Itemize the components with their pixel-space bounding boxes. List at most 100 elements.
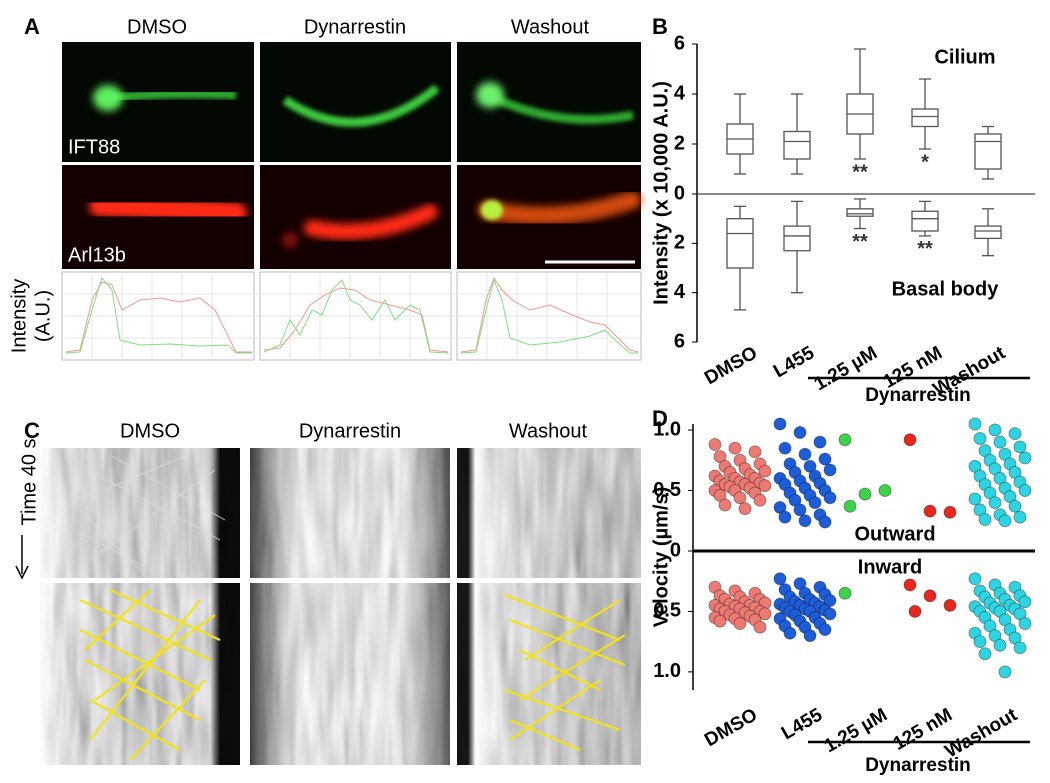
panel-c: C DMSO Dynarrestin Washout Time 40 s	[15, 418, 641, 765]
column-title: Dynarrestin	[304, 16, 406, 38]
panel-name: Outward	[854, 523, 935, 545]
data-point	[1013, 510, 1027, 524]
panel-label: D	[652, 406, 668, 431]
data-point	[733, 617, 747, 631]
box	[974, 133, 1002, 170]
data-point	[903, 578, 917, 592]
data-point	[793, 425, 807, 439]
panel-name: Basal body	[892, 278, 1000, 300]
data-point	[838, 433, 852, 447]
y-tick-label: 2	[674, 132, 685, 154]
data-point	[998, 613, 1012, 627]
data-point	[708, 438, 722, 452]
box	[911, 108, 939, 128]
box	[974, 225, 1002, 240]
data-point	[993, 638, 1007, 652]
data-point	[1013, 641, 1027, 655]
data-point	[1008, 465, 1022, 479]
data-point	[1018, 484, 1032, 498]
data-point	[858, 487, 872, 501]
data-point	[923, 504, 937, 518]
data-point	[968, 572, 982, 586]
data-point	[838, 586, 852, 600]
panel-name: Inward	[858, 556, 922, 578]
significance: **	[852, 161, 868, 183]
data-point	[923, 589, 937, 603]
data-point	[968, 492, 982, 506]
data-point	[998, 447, 1012, 461]
y-tick-label: 0	[674, 182, 685, 204]
data-point	[718, 498, 732, 512]
data-point	[783, 626, 797, 640]
data-point	[773, 500, 787, 514]
data-point	[748, 445, 762, 459]
data-point	[968, 459, 982, 473]
y-tick-label: 0	[670, 539, 681, 561]
data-point	[973, 432, 987, 446]
y-tick-label: 6	[674, 330, 685, 352]
data-point	[823, 594, 837, 608]
data-point	[988, 462, 1002, 476]
data-point	[903, 433, 917, 447]
row-label: Arl13b	[68, 244, 126, 266]
data-point	[798, 514, 812, 528]
data-point	[983, 619, 997, 633]
data-point	[813, 435, 827, 449]
y-tick-label: 2	[674, 232, 685, 254]
significance: *	[921, 151, 929, 173]
group-label: Dynarrestin	[865, 755, 971, 776]
data-point	[773, 417, 787, 431]
micrographs	[62, 42, 641, 269]
data-point	[1013, 440, 1027, 454]
significance: **	[917, 238, 933, 260]
box	[726, 218, 754, 269]
data-point	[758, 464, 772, 478]
box	[911, 210, 939, 232]
data-point	[753, 493, 767, 507]
data-point	[1008, 499, 1022, 513]
data-point	[818, 515, 832, 529]
y-tick-label: 1.0	[653, 660, 681, 682]
data-point	[803, 459, 817, 473]
data-point	[713, 488, 727, 502]
panel-label: A	[24, 14, 40, 39]
data-point	[843, 499, 857, 513]
data-point	[1008, 631, 1022, 645]
x-tick-label: Washout	[942, 704, 1022, 762]
data-point	[733, 491, 747, 505]
row-label: IFT88	[68, 136, 120, 158]
data-point	[983, 486, 997, 500]
y-tick-label: 4	[674, 82, 686, 104]
data-point	[713, 614, 727, 628]
data-point	[988, 496, 1002, 510]
x-tick-label: 1.25 µM	[821, 704, 891, 757]
y-tick-label: 0.5	[653, 479, 681, 501]
data-point	[758, 607, 772, 621]
data-point	[778, 510, 792, 524]
data-point	[1018, 617, 1032, 631]
axis-label: Intensity	[8, 279, 30, 353]
column-title: DMSO	[120, 420, 180, 442]
data-point	[823, 607, 837, 621]
data-point	[978, 513, 992, 527]
data-point	[1018, 451, 1032, 465]
data-point	[908, 604, 922, 618]
box	[783, 225, 811, 252]
data-point	[1008, 427, 1022, 441]
data-point	[823, 491, 837, 505]
y-tick-label: 6	[674, 32, 685, 54]
column-title: Dynarrestin	[299, 420, 401, 442]
data-point	[978, 444, 992, 458]
box	[846, 208, 874, 217]
x-tick-label: DMSO	[701, 704, 761, 751]
data-point	[973, 503, 987, 517]
y-tick-label: 1.0	[653, 418, 681, 440]
panel-label: C	[24, 418, 40, 443]
data-point	[993, 435, 1007, 449]
group-label: Dynarrestin	[865, 385, 971, 406]
intensity-profiles	[61, 271, 642, 361]
y-tick-label: 4	[674, 281, 686, 303]
data-point	[753, 620, 767, 634]
data-point	[988, 423, 1002, 437]
